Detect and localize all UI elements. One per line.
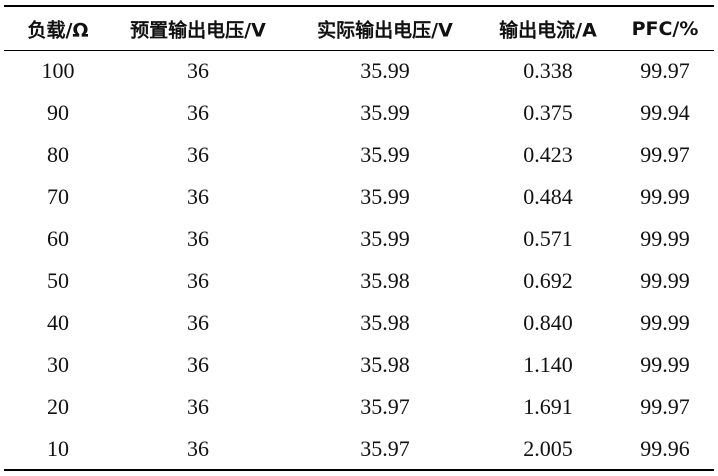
table-cell: 80 — [47, 142, 69, 167]
table-cell: 90 — [47, 100, 69, 125]
table-cell: 36 — [187, 310, 209, 335]
table-cell: 10 — [47, 436, 69, 461]
table-cell: 99.99 — [640, 226, 690, 251]
table-cell: 35.99 — [360, 58, 410, 83]
table-cell: 99.99 — [640, 310, 690, 335]
table-cell: 99.94 — [640, 100, 690, 125]
table-cell: 0.484 — [523, 184, 573, 209]
table-cell: 0.338 — [523, 58, 573, 83]
table-cell: 99.97 — [640, 142, 690, 167]
table-cell: 36 — [187, 184, 209, 209]
table-cell: 40 — [47, 310, 69, 335]
table-cell: 99.97 — [640, 58, 690, 83]
table-cell: 99.99 — [640, 184, 690, 209]
header-cell: PFC/% — [631, 18, 699, 40]
bottom-rule — [4, 469, 714, 471]
table-cell: 0.423 — [523, 142, 573, 167]
table-cell: 0.375 — [523, 100, 573, 125]
table-cell: 0.571 — [523, 226, 573, 251]
header-cell: 负载/Ω — [27, 19, 89, 42]
header-cell: 实际输出电压/V — [317, 19, 453, 42]
header-cell: 预置输出电压/V — [130, 19, 266, 42]
table-cell: 30 — [47, 352, 69, 377]
table-cell: 0.692 — [523, 268, 573, 293]
table-cell: 0.840 — [523, 310, 573, 335]
table-cell: 1.691 — [523, 394, 573, 419]
table-cell: 36 — [187, 226, 209, 251]
table-cell: 50 — [47, 268, 69, 293]
header-cell: 输出电流/A — [499, 19, 597, 42]
table-cell: 35.99 — [360, 184, 410, 209]
table-cell: 20 — [47, 394, 69, 419]
table-cell: 100 — [41, 58, 75, 83]
table-cell: 35.98 — [360, 310, 410, 335]
table-cell: 35.99 — [360, 142, 410, 167]
table-cell: 36 — [187, 100, 209, 125]
table-cell: 99.97 — [640, 394, 690, 419]
table-cell: 36 — [187, 58, 209, 83]
table-cell: 35.99 — [360, 100, 410, 125]
table-cell: 35.98 — [360, 352, 410, 377]
top-rule — [4, 5, 714, 7]
table-cell: 36 — [187, 142, 209, 167]
table-cell: 35.97 — [360, 436, 410, 461]
table-cell: 1.140 — [523, 352, 573, 377]
table-cell: 35.98 — [360, 268, 410, 293]
table-cell: 36 — [187, 352, 209, 377]
table-cell: 99.99 — [640, 352, 690, 377]
table-cell: 36 — [187, 394, 209, 419]
table-cell: 70 — [47, 184, 69, 209]
table-cell: 36 — [187, 436, 209, 461]
table-cell: 35.97 — [360, 394, 410, 419]
table-cell: 35.99 — [360, 226, 410, 251]
table-cell: 99.99 — [640, 268, 690, 293]
header-rule — [4, 50, 714, 51]
table-cell: 60 — [47, 226, 69, 251]
table-cell: 99.96 — [640, 436, 690, 461]
table-cell: 36 — [187, 268, 209, 293]
table-cell: 2.005 — [523, 436, 573, 461]
